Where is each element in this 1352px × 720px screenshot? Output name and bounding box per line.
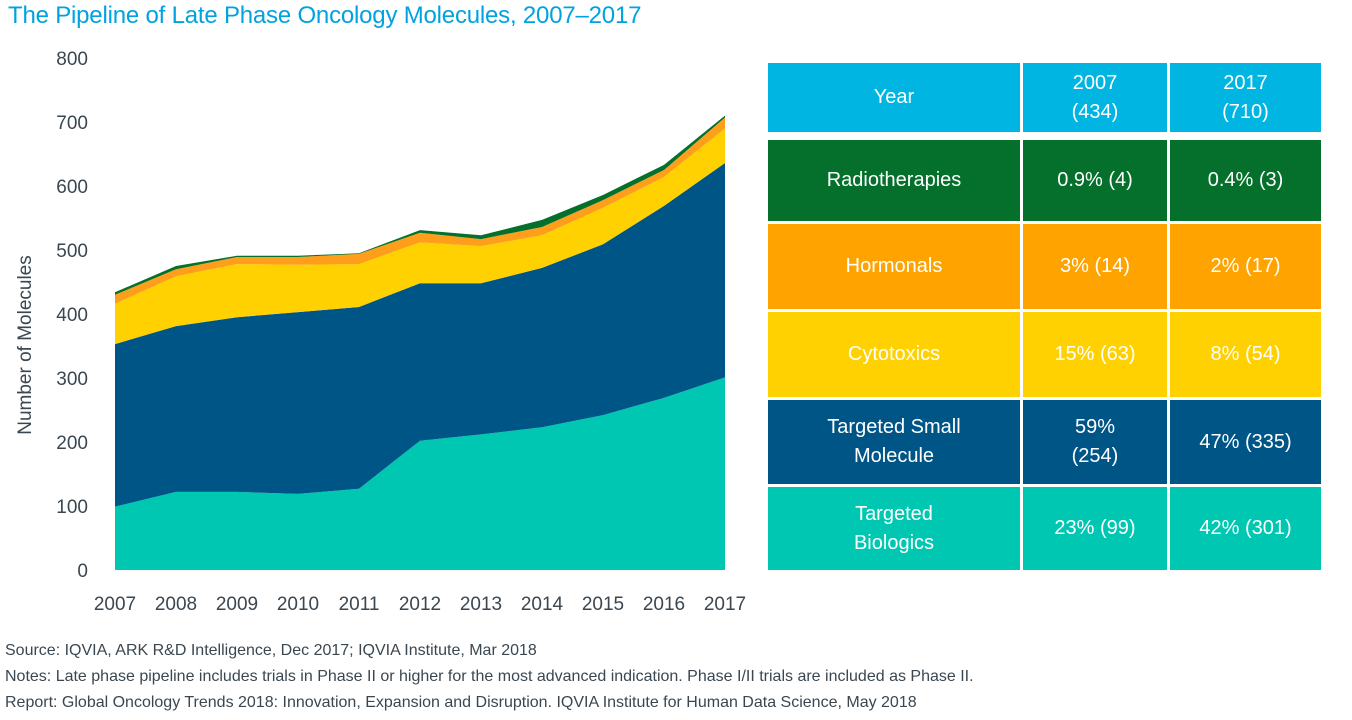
value-2007: 3% (14) [1023, 224, 1167, 309]
row-label: Hormonals [768, 224, 1020, 309]
y-tick-label: 800 [56, 49, 88, 70]
y-axis-title: Number of Molecules [15, 255, 36, 435]
table-row: Targeted Biologics 23% (99) 42% (301) [768, 487, 1321, 570]
value-2017: 0.4% (3) [1170, 140, 1321, 221]
y-tick-label: 400 [56, 305, 88, 326]
row-label: Targeted Small Molecule [768, 400, 1020, 484]
table-row: Cytotoxics 15% (63) 8% (54) [768, 312, 1321, 397]
area-targeted-small-molecule [115, 162, 725, 507]
area-hormonals [115, 117, 725, 304]
y-tick-label: 600 [56, 177, 88, 198]
table-row: Targeted Small Molecule 59% (254) 47% (335… [768, 400, 1321, 484]
value-2007: 15% (63) [1023, 312, 1167, 397]
footer-notes: Source: IQVIA, ARK R&D Intelligence, Dec… [5, 638, 974, 716]
y-tick-label: 300 [56, 369, 88, 390]
row-label: Targeted Biologics [768, 487, 1020, 570]
area-cytotoxics [115, 128, 725, 345]
notes-text: Notes: Late phase pipeline includes tria… [5, 668, 974, 685]
value-2007: 0.9% (4) [1023, 140, 1167, 221]
value-2007: 59% (254) [1023, 400, 1167, 484]
row-label: Radiotherapies [768, 140, 1020, 221]
header-2007: 2007 (434) [1023, 63, 1167, 132]
value-2017: 8% (54) [1170, 312, 1321, 397]
value-2017: 42% (301) [1170, 487, 1321, 570]
chart-areas [115, 115, 725, 570]
y-tick-label: 200 [56, 433, 88, 454]
x-axis-ticks: 2007 2008 2009 2010 2011 2012 2013 2014 2015 2016… [94, 594, 746, 615]
y-tick-label: 100 [56, 497, 88, 518]
y-tick-label: 700 [56, 113, 88, 134]
header-year: Year [768, 63, 1020, 132]
x-tick-label: 2008 [155, 594, 197, 615]
y-axis-ticks: 0 100 200 300 400 500 600 700 800 [56, 49, 88, 582]
y-tick-label: 0 [77, 561, 88, 582]
value-2017: 47% (335) [1170, 400, 1321, 484]
x-tick-label: 2016 [643, 594, 685, 615]
value-2007: 23% (99) [1023, 487, 1167, 570]
area-targeted-biologics [115, 377, 725, 570]
x-tick-label: 2007 [94, 594, 136, 615]
x-tick-label: 2015 [582, 594, 624, 615]
x-tick-label: 2011 [339, 594, 380, 615]
header-2017: 2017 (710) [1170, 63, 1321, 132]
x-tick-label: 2009 [216, 594, 258, 615]
x-tick-label: 2012 [399, 594, 441, 615]
x-tick-label: 2014 [521, 594, 564, 615]
page-title: The Pipeline of Late Phase Oncology Mole… [8, 2, 642, 29]
value-2017: 2% (17) [1170, 224, 1321, 309]
x-tick-label: 2010 [277, 594, 319, 615]
x-tick-label: 2017 [704, 594, 746, 615]
report-text: Report: Global Oncology Trends 2018: Inn… [5, 694, 917, 711]
row-label: Cytotoxics [768, 312, 1020, 397]
y-tick-label: 500 [56, 241, 88, 262]
table-row: Radiotherapies 0.9% (4) 0.4% (3) [768, 140, 1321, 221]
source-text: Source: IQVIA, ARK R&D Intelligence, Dec… [5, 642, 537, 659]
table-row: Hormonals 3% (14) 2% (17) [768, 224, 1321, 309]
table-header-row: Year 2007 (434) 2017 (710) [768, 63, 1321, 132]
x-tick-label: 2013 [460, 594, 502, 615]
